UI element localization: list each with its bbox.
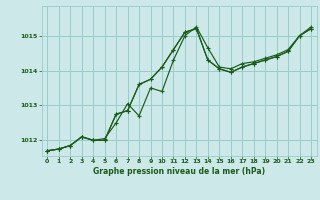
X-axis label: Graphe pression niveau de la mer (hPa): Graphe pression niveau de la mer (hPa) [93, 167, 265, 176]
